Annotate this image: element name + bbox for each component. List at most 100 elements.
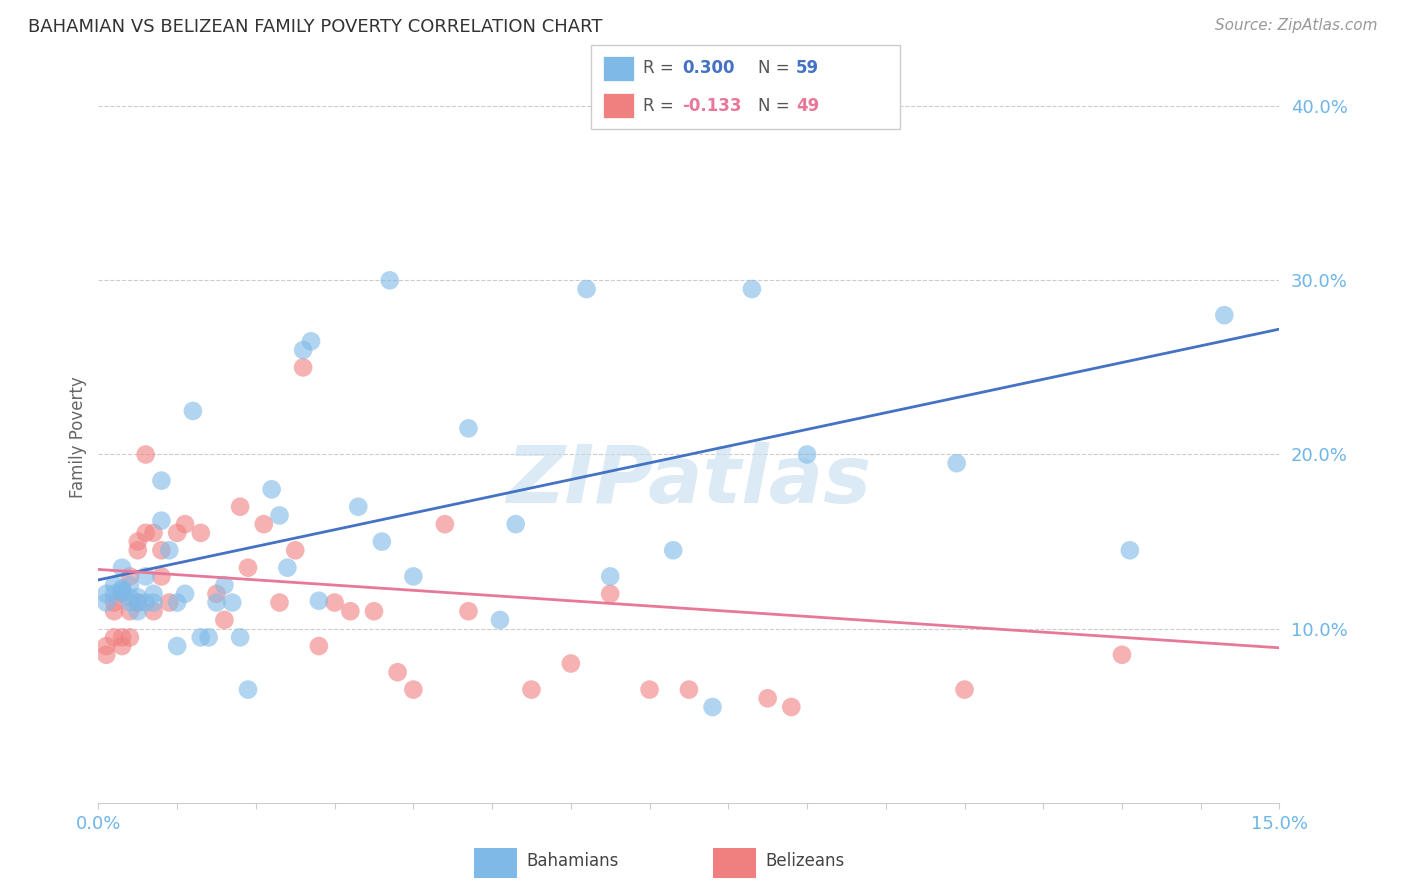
Point xyxy=(174,517,197,532)
Point xyxy=(678,682,700,697)
Point xyxy=(387,665,409,680)
Point xyxy=(575,282,598,296)
Point xyxy=(96,587,118,601)
Point xyxy=(142,595,165,609)
Point xyxy=(599,587,621,601)
Text: Belizeans: Belizeans xyxy=(765,852,845,870)
Point xyxy=(127,591,149,605)
Point xyxy=(520,682,543,697)
Text: 59: 59 xyxy=(796,60,820,78)
Point xyxy=(276,560,298,574)
Point xyxy=(269,508,291,523)
Point xyxy=(150,569,173,583)
Text: BAHAMIAN VS BELIZEAN FAMILY POVERTY CORRELATION CHART: BAHAMIAN VS BELIZEAN FAMILY POVERTY CORR… xyxy=(28,18,603,36)
Text: -0.133: -0.133 xyxy=(682,96,741,114)
Point xyxy=(111,585,134,599)
Point xyxy=(402,682,425,697)
Point xyxy=(127,543,149,558)
Point xyxy=(111,582,134,596)
Point xyxy=(111,631,134,645)
Point xyxy=(135,525,157,540)
Point xyxy=(96,648,118,662)
Point xyxy=(96,639,118,653)
Point xyxy=(560,657,582,671)
Y-axis label: Family Poverty: Family Poverty xyxy=(69,376,87,498)
Point xyxy=(741,282,763,296)
Point xyxy=(111,587,134,601)
Point xyxy=(489,613,512,627)
Point xyxy=(292,343,315,357)
Point xyxy=(103,595,125,609)
Point xyxy=(599,569,621,583)
Text: 0.300: 0.300 xyxy=(682,60,734,78)
Point xyxy=(945,456,967,470)
Point xyxy=(142,525,165,540)
Point xyxy=(371,534,394,549)
Point xyxy=(157,595,180,609)
Point xyxy=(190,525,212,540)
Point xyxy=(205,595,228,609)
Point xyxy=(221,595,243,609)
Point xyxy=(118,604,141,618)
Point xyxy=(181,404,204,418)
Point xyxy=(166,525,188,540)
Point xyxy=(402,569,425,583)
Point xyxy=(796,448,818,462)
Point xyxy=(118,631,141,645)
Text: R =: R = xyxy=(643,96,679,114)
Point xyxy=(174,587,197,601)
Point xyxy=(308,594,330,608)
Point xyxy=(166,639,188,653)
Point xyxy=(166,595,188,609)
Point xyxy=(205,587,228,601)
Point xyxy=(702,700,724,714)
FancyBboxPatch shape xyxy=(591,45,900,129)
Point xyxy=(1111,648,1133,662)
Point xyxy=(150,514,173,528)
Point xyxy=(253,517,276,532)
Point xyxy=(229,631,252,645)
Point xyxy=(96,595,118,609)
Text: 49: 49 xyxy=(796,96,820,114)
Point xyxy=(157,543,180,558)
Point xyxy=(103,578,125,592)
Point xyxy=(756,691,779,706)
Text: Source: ZipAtlas.com: Source: ZipAtlas.com xyxy=(1215,18,1378,33)
Point xyxy=(111,639,134,653)
Point xyxy=(505,517,527,532)
FancyBboxPatch shape xyxy=(474,848,516,878)
Point xyxy=(953,682,976,697)
Point xyxy=(135,448,157,462)
Text: R =: R = xyxy=(643,60,679,78)
Point xyxy=(150,543,173,558)
Point xyxy=(433,517,456,532)
Point xyxy=(229,500,252,514)
Point xyxy=(347,500,370,514)
Point xyxy=(236,560,259,574)
Point xyxy=(103,631,125,645)
Point xyxy=(142,587,165,601)
Text: N =: N = xyxy=(758,96,794,114)
Point xyxy=(323,595,346,609)
Point xyxy=(135,569,157,583)
Point xyxy=(299,334,322,349)
Point xyxy=(1119,543,1142,558)
Point xyxy=(103,587,125,601)
Point xyxy=(111,560,134,574)
Point xyxy=(197,631,219,645)
Point xyxy=(118,595,141,609)
Point xyxy=(339,604,361,618)
Point xyxy=(190,631,212,645)
Point xyxy=(214,578,236,592)
Point xyxy=(662,543,685,558)
Point xyxy=(269,595,291,609)
Point xyxy=(308,639,330,653)
Point xyxy=(284,543,307,558)
Text: ZIPatlas: ZIPatlas xyxy=(506,442,872,520)
Point xyxy=(363,604,385,618)
FancyBboxPatch shape xyxy=(603,55,634,81)
Point xyxy=(142,604,165,618)
Point xyxy=(638,682,661,697)
Point xyxy=(214,613,236,627)
Point xyxy=(1213,308,1236,322)
